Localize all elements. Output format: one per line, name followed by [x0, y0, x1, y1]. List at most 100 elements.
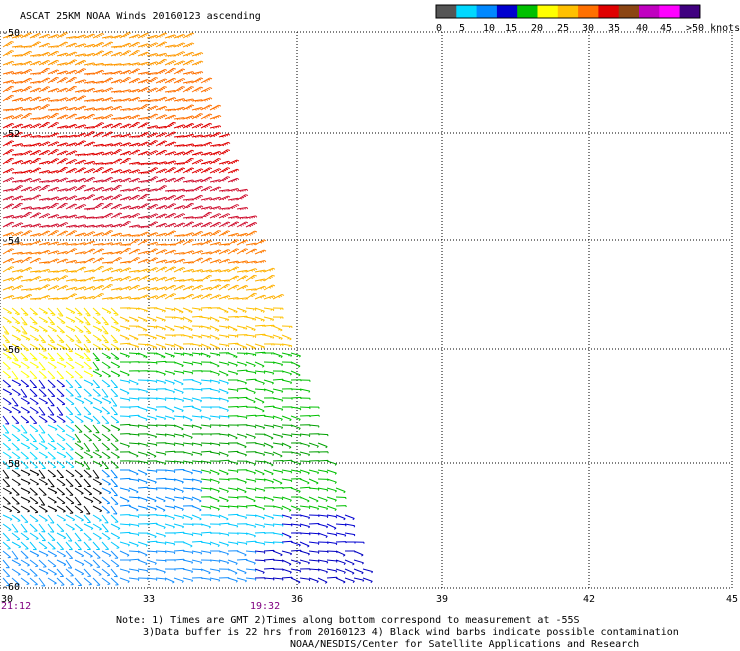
wind-barb: [173, 541, 185, 544]
wind-barb: [29, 424, 39, 433]
wind-barb: [210, 550, 221, 553]
wind-barb: [299, 505, 311, 509]
wind-barb: [191, 134, 204, 138]
wind-barb: [254, 496, 266, 500]
wind-barb: [20, 133, 33, 138]
wind-barb: [200, 388, 212, 391]
wind-barb: [83, 352, 92, 361]
wind-barb: [281, 540, 293, 543]
wind-barb: [29, 105, 42, 111]
wind-barb: [128, 343, 139, 349]
wind-barb: [56, 251, 69, 255]
wind-barb: [263, 267, 276, 273]
wind-barb: [128, 238, 140, 246]
wind-barb: [20, 550, 29, 559]
wind-barb: [299, 523, 311, 529]
wind-barb: [137, 132, 150, 138]
wind-barb: [164, 177, 177, 183]
wind-barb: [29, 568, 38, 577]
wind-barb: [155, 249, 168, 255]
wind-barb: [218, 230, 230, 237]
wind-barb: [218, 167, 231, 174]
wind-barb: [209, 307, 221, 310]
wind-barb: [182, 460, 194, 465]
wind-barb: [191, 451, 203, 456]
wind-barb: [164, 379, 175, 385]
wind-barb: [308, 406, 320, 409]
wind-barb: [164, 478, 176, 482]
wind-barb: [101, 123, 114, 129]
wind-barb: [155, 352, 166, 359]
wind-barb: [191, 205, 204, 210]
wind-barb: [29, 316, 38, 325]
wind-barb: [218, 478, 230, 482]
wind-barb: [74, 105, 87, 111]
wind-barb: [209, 505, 220, 511]
wind-barb: [245, 504, 257, 507]
wind-barb: [218, 505, 230, 509]
wind-barb: [128, 433, 140, 437]
wind-barb: [155, 266, 168, 273]
wind-barb: [47, 186, 60, 192]
wind-barb: [236, 260, 249, 264]
wind-barb: [128, 213, 141, 219]
wind-barb: [299, 415, 311, 418]
wind-barb: [272, 559, 284, 563]
wind-barb: [101, 187, 114, 192]
wind-barb: [326, 496, 337, 502]
wind-barb: [209, 230, 222, 237]
wind-barb: [182, 334, 194, 339]
wind-barb: [182, 98, 195, 102]
wind-barb: [110, 550, 119, 559]
wind-barb: [2, 108, 14, 112]
wind-barb: [11, 550, 19, 560]
wind-barb: [38, 523, 46, 533]
wind-barb: [38, 261, 50, 265]
wind-barb: [92, 69, 105, 75]
legend-swatch: [517, 5, 538, 18]
wind-barb: [2, 149, 14, 156]
wind-barb: [137, 577, 149, 580]
wind-barb: [110, 287, 123, 291]
wind-barb: [38, 541, 48, 550]
wind-barb: [227, 513, 239, 516]
wind-barb: [47, 223, 60, 228]
wind-barb: [173, 194, 186, 201]
wind-barb: [164, 34, 177, 39]
wind-barb: [65, 123, 78, 129]
wind-barb: [155, 568, 166, 574]
wind-barb: [20, 60, 33, 66]
wind-barb: [137, 87, 150, 93]
wind-barb: [20, 505, 30, 513]
map-title: ASCAT 25KM NOAA Winds 20160123 ascending: [20, 11, 261, 22]
wind-barb: [56, 334, 65, 343]
wind-barb: [128, 41, 141, 48]
wind-barb: [137, 43, 150, 48]
wind-barb: [101, 550, 112, 557]
legend-swatch: [578, 5, 599, 18]
wind-barb: [38, 284, 51, 291]
wind-barb: [155, 406, 167, 409]
wind-barb: [47, 370, 56, 379]
wind-barb: [182, 487, 194, 491]
wind-barb: [20, 460, 29, 469]
wind-barb: [173, 325, 185, 330]
wind-barb: [11, 215, 24, 219]
wind-barb: [92, 42, 105, 48]
wind-barb: [2, 541, 11, 550]
wind-barb: [254, 442, 266, 447]
wind-barb: [245, 307, 257, 311]
wind-barb: [119, 504, 131, 507]
wind-barb: [2, 232, 15, 237]
wind-barb: [20, 307, 29, 316]
wind-barb: [20, 406, 30, 414]
wind-barb: [47, 297, 59, 301]
wind-barb: [101, 406, 111, 415]
wind-barb: [245, 316, 257, 321]
wind-barb: [164, 370, 176, 376]
wind-barb: [74, 296, 87, 300]
wind-barb: [173, 258, 186, 264]
wind-barb: [290, 523, 302, 528]
wind-barb: [173, 144, 185, 148]
wind-barb: [146, 325, 158, 329]
